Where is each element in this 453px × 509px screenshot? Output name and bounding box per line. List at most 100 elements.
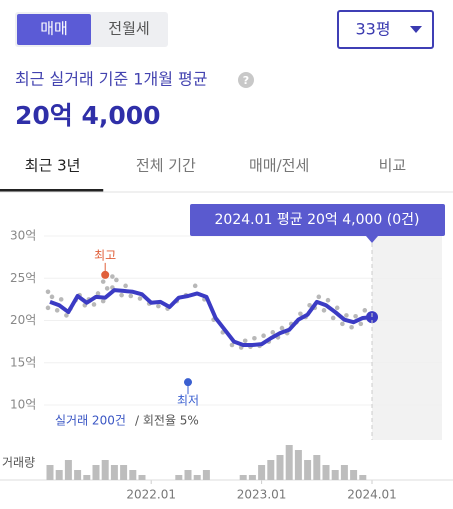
volume-bar: [267, 460, 275, 480]
y-tick-label: 10억: [10, 398, 36, 412]
trade-dot: [45, 305, 51, 311]
tab-sale[interactable]: 매매: [40, 20, 68, 38]
volume-bar: [294, 450, 302, 480]
period-tabs: 최근 3년 전체 기간 매매/전세 비교: [0, 157, 407, 192]
tooltip-box: [190, 204, 445, 236]
trade-dot: [229, 342, 235, 348]
trade-dot: [340, 321, 345, 327]
volume-bar: [120, 465, 128, 480]
subtitle: 최근 실거래 기준 1개월 평균: [15, 70, 207, 89]
trade-dot: [54, 308, 60, 313]
trade-dot: [110, 274, 115, 279]
dropdown-arrow: [410, 26, 422, 33]
trade-dot: [58, 297, 64, 302]
volume-bar: [55, 470, 63, 480]
trade-dot: [64, 313, 69, 318]
volume-bar: [313, 455, 321, 480]
volume-bar: [193, 475, 201, 480]
y-tick-label: 15억: [10, 355, 36, 369]
trade-dot: [252, 335, 257, 341]
toggle-selected[interactable]: [17, 14, 91, 45]
trade-dot: [353, 313, 358, 319]
size-label[interactable]: 33평: [355, 20, 390, 39]
trade-dot: [362, 308, 368, 313]
volume-bar: [101, 460, 109, 480]
volume-bar: [175, 475, 183, 480]
volume-bar: [276, 455, 284, 480]
volume-bar: [138, 475, 146, 480]
price-line: [49, 288, 373, 348]
low-marker: [184, 378, 192, 387]
high-label: 최고: [94, 248, 116, 262]
period-tab[interactable]: 비교: [379, 157, 407, 175]
volume-bar: [46, 465, 54, 480]
trade-dot: [114, 277, 119, 283]
volume-bar: [184, 470, 192, 480]
high-marker: [101, 270, 110, 279]
trade-dot: [128, 293, 134, 299]
trade-dot: [334, 305, 340, 311]
volume-bar: [350, 470, 358, 480]
trade-dot: [330, 315, 336, 321]
trade-dot: [344, 313, 349, 318]
y-tick-label: 25억: [10, 271, 36, 285]
x-tick-label: 2024.01: [347, 488, 397, 502]
trade-dot: [307, 302, 312, 308]
tooltip-text: 2024.01 평균 20억 4,000 (0건): [215, 212, 420, 228]
trade-dot: [137, 296, 143, 301]
volume-bar: [248, 475, 256, 480]
volume-bar: [64, 460, 72, 480]
tab-underline: [0, 189, 104, 192]
trade-dot: [49, 294, 55, 300]
trade-dot: [123, 283, 128, 289]
chart: 10억 15억 20억 25억 30억 2022.01 2023.01 2024.01 최고최저…: [0, 204, 453, 502]
trade-dot: [349, 324, 354, 330]
volume-bar: [129, 470, 137, 480]
price: 20억 4,000: [15, 101, 161, 130]
trade-dot: [100, 298, 106, 304]
low-label: 최저: [177, 394, 199, 408]
volume-bar: [322, 465, 330, 480]
last-point: [366, 311, 378, 324]
period-tab[interactable]: 전체 기간: [136, 157, 196, 175]
trade-dot: [45, 289, 51, 295]
tooltip-pointer: [366, 236, 378, 243]
trade-dot: [95, 291, 101, 296]
turnover: / 회전율 5%: [135, 414, 199, 428]
trade-dot: [104, 286, 110, 291]
volume-bar: [331, 470, 339, 480]
help-icon[interactable]: [238, 72, 254, 88]
trade-count: 실거래 200건: [55, 414, 126, 428]
period-tab[interactable]: 매매/전세: [249, 157, 309, 175]
trade-dot: [119, 292, 124, 298]
trade-dot: [270, 330, 276, 335]
x-tick-label: 2022.01: [126, 488, 176, 502]
trade-dot: [325, 297, 331, 303]
volume-bar: [258, 465, 266, 480]
volume-label: 거래량: [2, 456, 35, 470]
trade-dot: [91, 302, 97, 307]
trade-dot: [358, 321, 364, 327]
trade-dot: [100, 279, 106, 284]
trade-dot: [279, 325, 285, 331]
y-tick-label: 30억: [10, 229, 36, 243]
tab-rent[interactable]: 전월세: [108, 20, 149, 38]
x-tick-label: 2023.01: [237, 488, 287, 502]
volume-bar: [359, 475, 367, 480]
volume-bar: [285, 445, 293, 480]
y-tick-label: 20억: [10, 313, 36, 327]
volume-bar: [239, 475, 247, 480]
volume-bar: [110, 465, 118, 480]
size-dropdown[interactable]: [337, 10, 434, 49]
trade-dot: [261, 333, 266, 339]
trade-dot: [156, 303, 161, 309]
trade-dot: [192, 283, 198, 289]
volume-bar: [83, 475, 91, 480]
trade-dot: [321, 308, 327, 313]
period-tab[interactable]: 최근 3년: [25, 157, 81, 175]
volume-bar: [340, 465, 348, 480]
future-area: [372, 212, 442, 440]
volume-bar: [304, 460, 312, 480]
